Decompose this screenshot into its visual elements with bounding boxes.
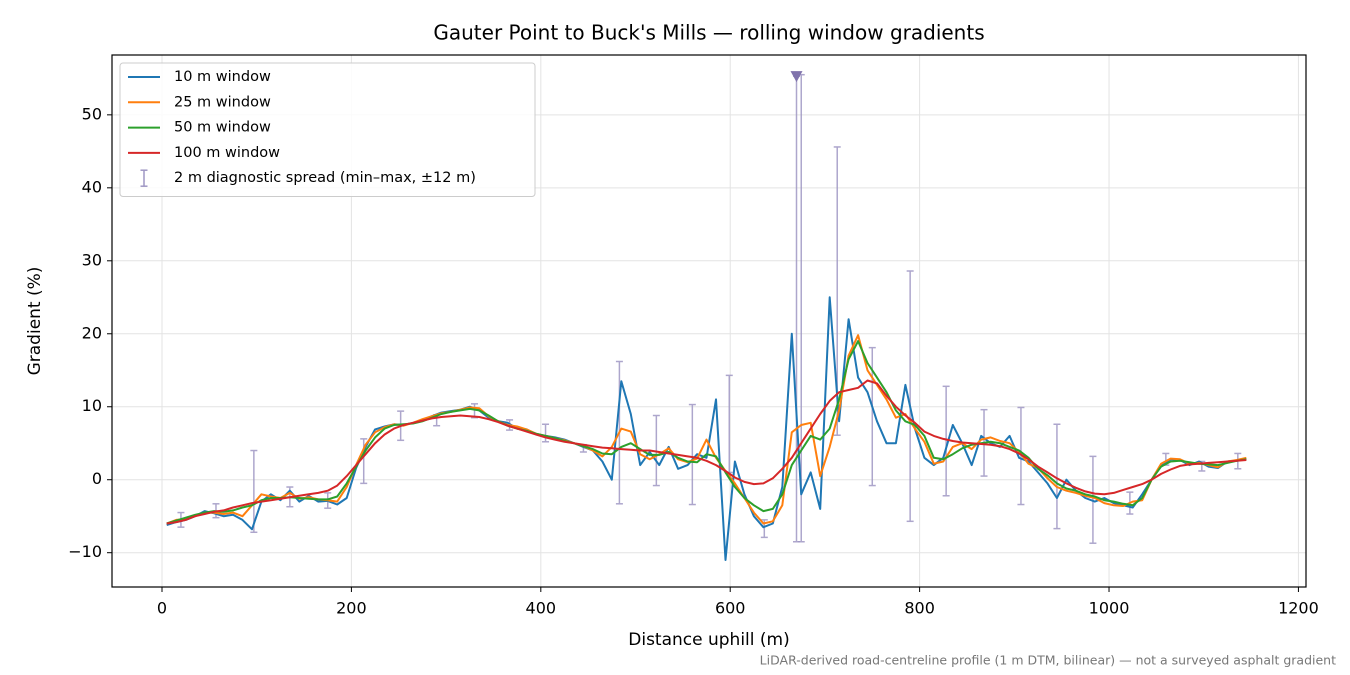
series-line [166, 379, 1247, 525]
error-bar [1017, 406, 1025, 506]
series-line [166, 334, 1247, 525]
x-tick-label: 800 [904, 599, 935, 618]
error-bar [652, 414, 660, 487]
x-tick-label: 600 [715, 599, 746, 618]
x-tick-label: 200 [336, 599, 367, 618]
y-tick-label: 0 [92, 469, 102, 488]
y-tick-label: 40 [82, 177, 102, 196]
y-tick-label: −10 [68, 542, 102, 561]
error-bar [725, 374, 733, 474]
y-tick-label: 20 [82, 323, 102, 342]
error-bar [942, 385, 950, 497]
series-line [166, 296, 1247, 561]
error-bar [906, 270, 914, 523]
footnote: LiDAR-derived road-centreline profile (1… [760, 653, 1336, 668]
error-bar [1089, 455, 1097, 544]
chart-title: Gauter Point to Buck's Mills — rolling w… [433, 21, 984, 45]
error-bar [250, 449, 258, 534]
x-axis-label: Distance uphill (m) [628, 630, 789, 650]
legend-label: 2 m diagnostic spread (min–max, ±12 m) [174, 170, 476, 186]
y-tick-label: 50 [82, 104, 102, 123]
series-line [166, 340, 1247, 525]
y-tick-label: 30 [82, 250, 102, 269]
error-bar [542, 423, 550, 443]
error-bar [360, 438, 368, 485]
x-tick-label: 0 [157, 599, 167, 618]
legend-box [119, 62, 536, 197]
y-axis-label: Gradient (%) [25, 267, 45, 376]
legend-label: 100 m window [174, 145, 280, 161]
clip-marker [790, 71, 803, 83]
x-tick-label: 1000 [1089, 599, 1130, 618]
x-tick-label: 400 [526, 599, 557, 618]
legend-label: 25 m window [174, 94, 271, 110]
error-bar [688, 403, 696, 506]
y-tick-label: 10 [82, 396, 102, 415]
error-bar [797, 73, 805, 543]
legend-label: 50 m window [174, 120, 271, 136]
error-bar [1053, 423, 1061, 530]
legend-label: 10 m window [174, 69, 271, 85]
plot-frame [111, 54, 1307, 588]
x-tick-label: 1200 [1278, 599, 1319, 618]
legend-swatch [140, 169, 148, 187]
